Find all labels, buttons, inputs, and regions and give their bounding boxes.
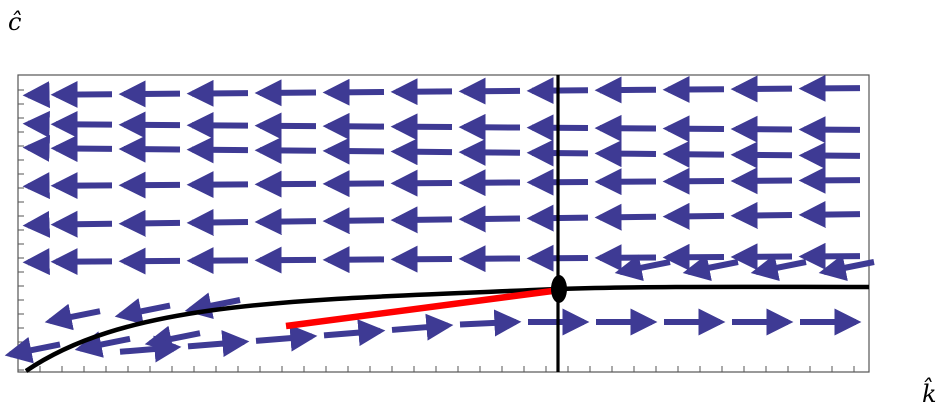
field-arrow bbox=[391, 313, 454, 341]
field-arrow bbox=[730, 201, 793, 229]
field-arrow bbox=[458, 138, 521, 166]
steady-state-point bbox=[551, 275, 567, 303]
k-hat-axis-label: k̂ bbox=[922, 380, 937, 408]
field-arrow bbox=[44, 303, 101, 331]
plot-frame bbox=[17, 74, 870, 373]
field-arrow bbox=[50, 135, 113, 163]
field-arrow bbox=[594, 140, 657, 168]
field-arrow bbox=[390, 206, 453, 234]
field-arrow bbox=[114, 298, 171, 325]
c-hat-axis-label: ĉ bbox=[8, 8, 22, 36]
field-arrow bbox=[526, 139, 589, 167]
field-arrow bbox=[254, 136, 317, 164]
field-arrow bbox=[323, 319, 386, 347]
field-arrow bbox=[459, 309, 522, 337]
field-arrow bbox=[390, 138, 453, 166]
field-arrow bbox=[818, 254, 875, 282]
field-arrow bbox=[187, 330, 250, 358]
field-arrow bbox=[144, 325, 201, 353]
field-arrow bbox=[186, 136, 249, 164]
field-arrow bbox=[255, 324, 318, 352]
field-arrow bbox=[662, 140, 725, 168]
field-arrow bbox=[526, 204, 589, 232]
field-arrow bbox=[50, 210, 113, 238]
c-dot-zero-locus bbox=[24, 284, 870, 373]
field-arrow bbox=[119, 335, 182, 363]
field-arrow bbox=[798, 142, 861, 170]
field-arrow bbox=[682, 254, 739, 282]
field-arrow bbox=[594, 203, 657, 231]
field-arrow bbox=[254, 208, 317, 236]
field-arrow bbox=[458, 205, 521, 233]
field-arrow bbox=[118, 209, 181, 237]
frame-ticks bbox=[18, 89, 855, 372]
saddle-path bbox=[285, 286, 561, 330]
field-arrow bbox=[798, 201, 861, 229]
field-arrow bbox=[4, 336, 61, 364]
field-arrow bbox=[750, 254, 807, 282]
field-arrow bbox=[322, 137, 385, 165]
field-arrow bbox=[186, 208, 249, 236]
field-arrow bbox=[614, 254, 671, 282]
field-arrow bbox=[730, 141, 793, 169]
field-arrow bbox=[22, 210, 51, 238]
field-arrow bbox=[322, 207, 385, 235]
field-arrow bbox=[184, 292, 241, 320]
field-arrow bbox=[22, 134, 51, 162]
field-arrow bbox=[662, 202, 725, 230]
field-arrow bbox=[118, 135, 181, 163]
vector-field bbox=[4, 74, 875, 364]
field-arrow bbox=[74, 331, 131, 358]
